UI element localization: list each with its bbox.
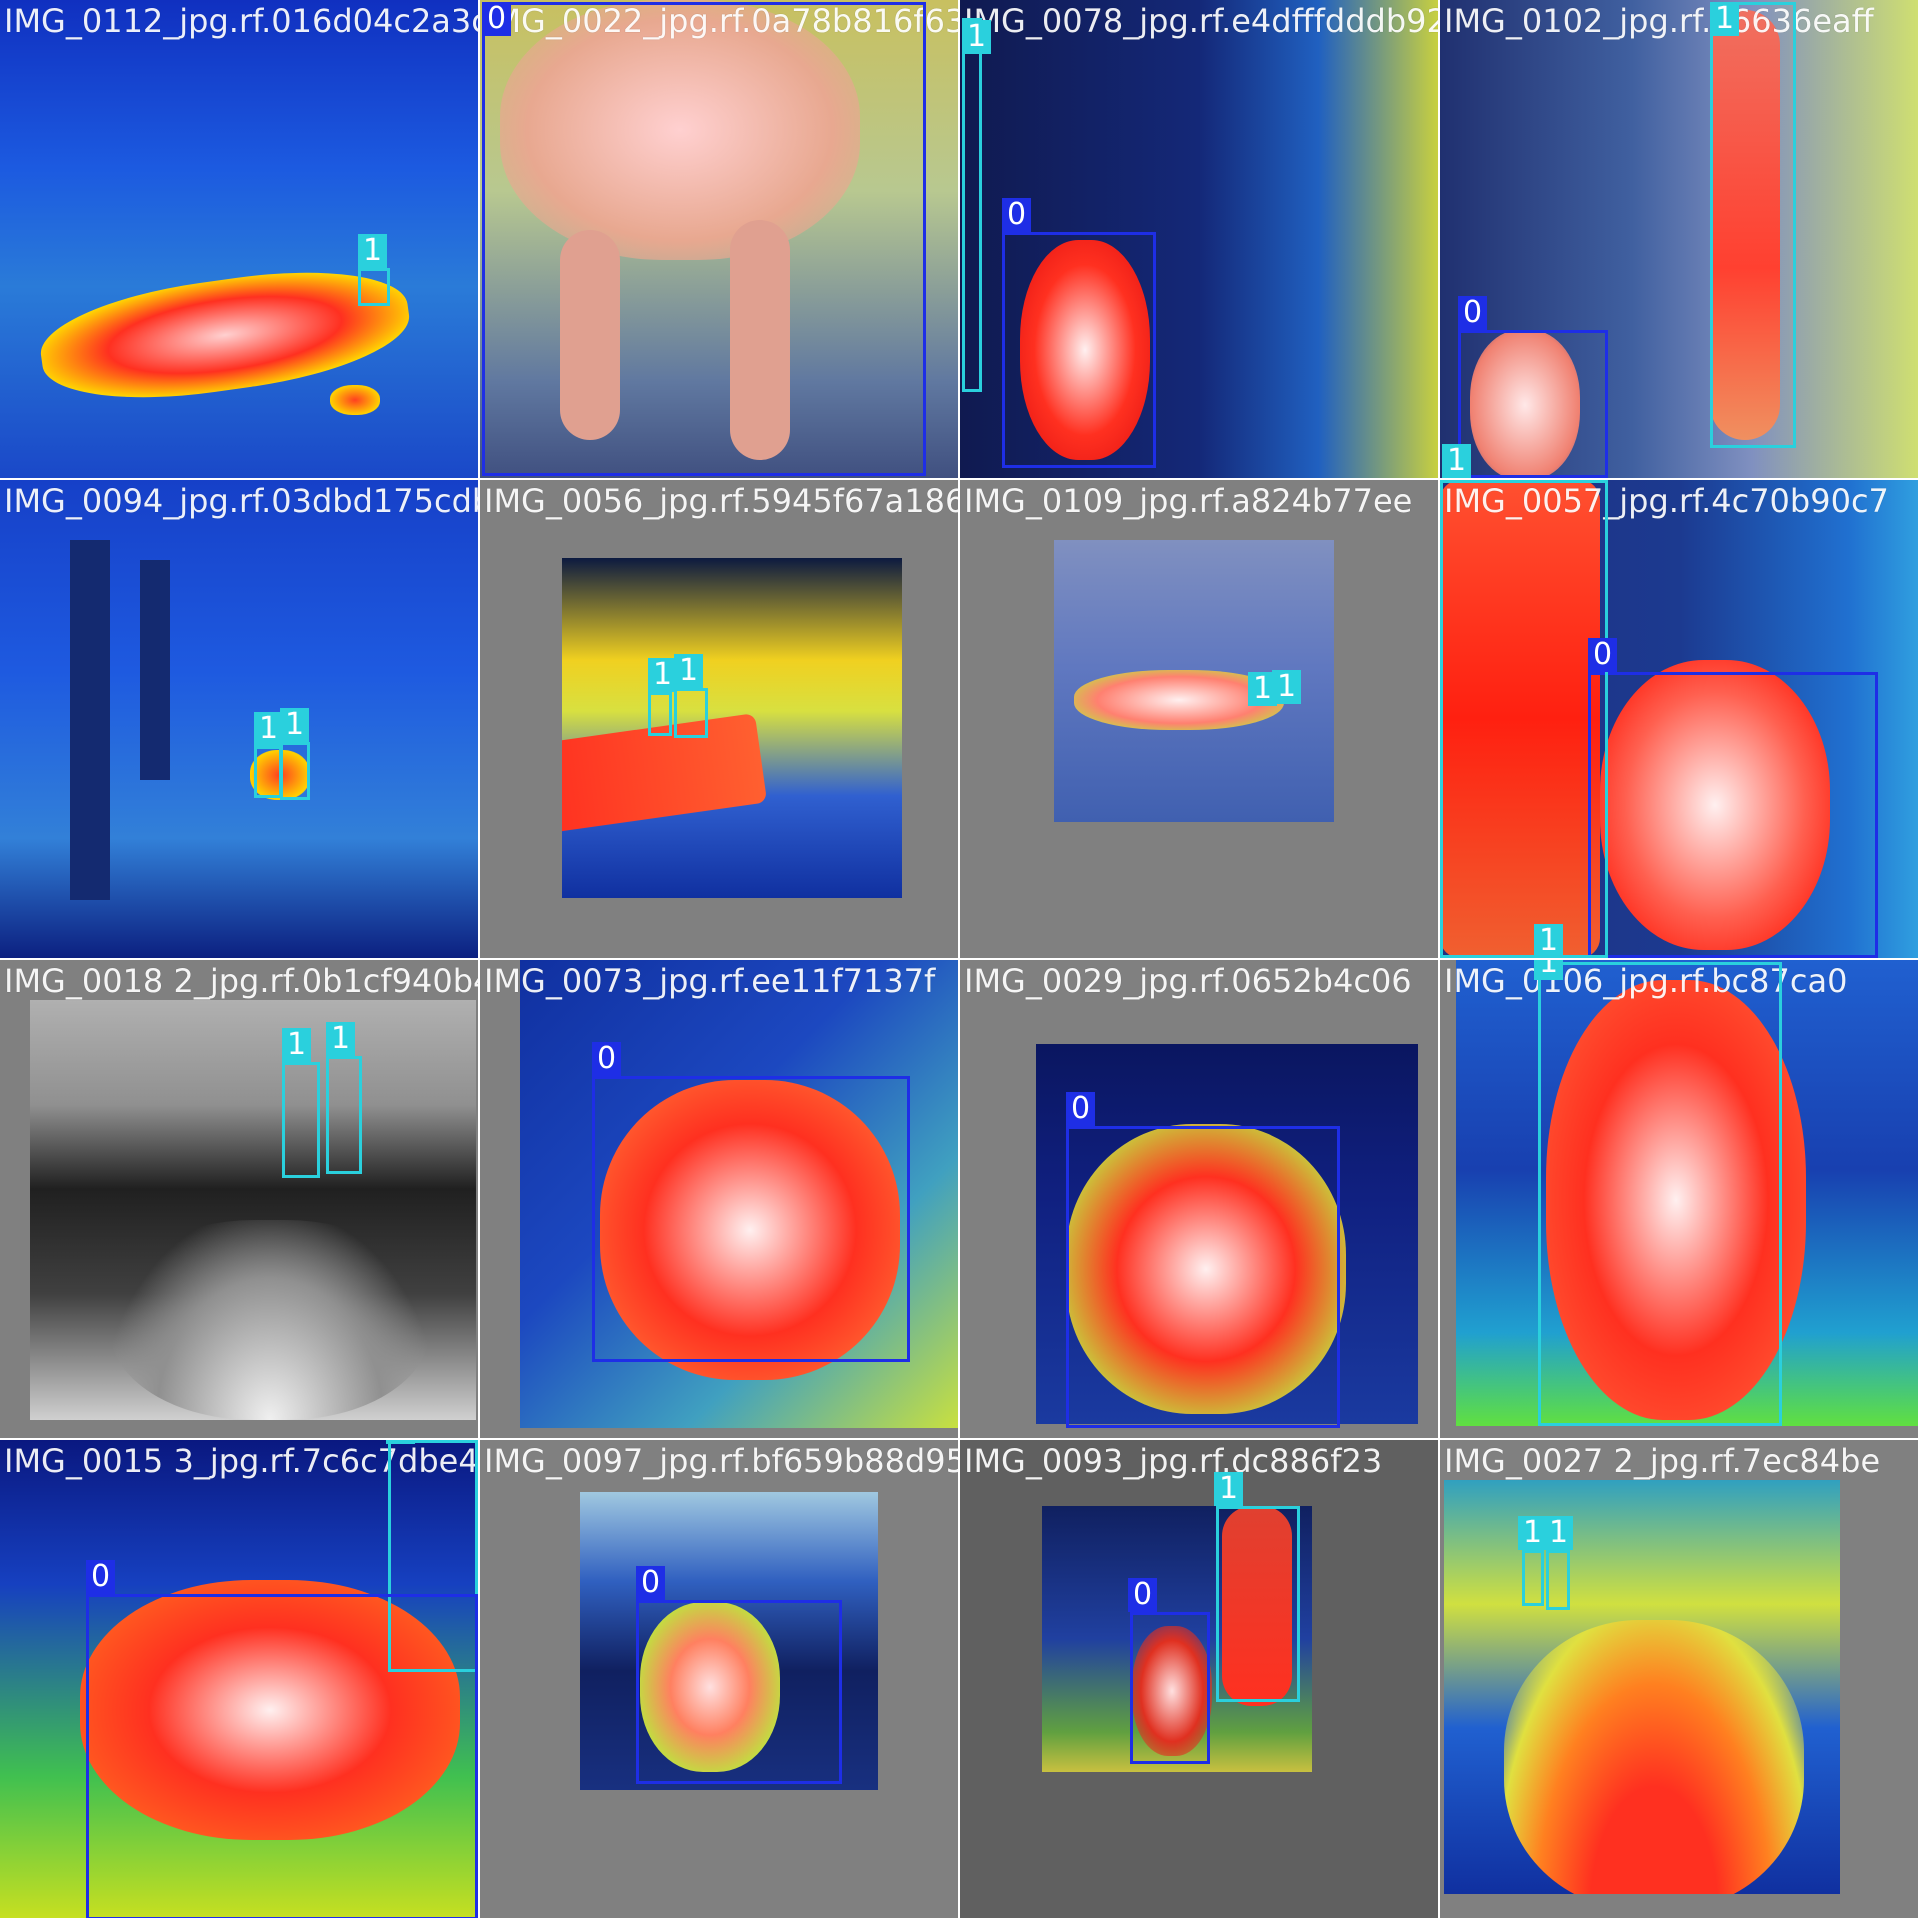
- thermal-image: [1440, 0, 1918, 478]
- image-filename: IMG_0029_jpg.rf.0652b4c06: [964, 962, 1412, 1000]
- tile-10: IMG_0073_jpg.rf.ee11f7137f 0: [480, 960, 958, 1438]
- tile-3: IMG_0078_jpg.rf.e4dfffdddb92d2e1028bd 1 …: [960, 0, 1438, 478]
- image-filename: IMG_0073_jpg.rf.ee11f7137f: [484, 962, 936, 1000]
- bbox-label: 1: [280, 708, 310, 742]
- thermal-image: [1456, 960, 1918, 1426]
- thermal-image: [1440, 480, 1918, 958]
- thermal-image: [0, 0, 478, 478]
- bbox-label: 0: [592, 1042, 622, 1076]
- bbox-person: [1538, 962, 1782, 1426]
- bbox-person: [674, 688, 708, 738]
- tile-14: IMG_0097_jpg.rf.bf659b88d95ad 0: [480, 1440, 958, 1918]
- bbox-label: 1: [386, 1440, 416, 1444]
- bbox-label: 1: [1272, 670, 1302, 704]
- bbox-label: 1: [1710, 2, 1740, 36]
- bbox-dog: [636, 1600, 842, 1784]
- bbox-label: 1: [254, 712, 284, 746]
- bbox-label: 1: [1544, 1516, 1574, 1550]
- bbox-label: 1: [282, 1028, 312, 1062]
- bbox-dog: [1588, 672, 1878, 958]
- tile-5: IMG_0094_jpg.rf.03dbd175cdbc53f0608dc594…: [0, 480, 478, 958]
- bbox-person: [1216, 1506, 1300, 1702]
- image-filename: IMG_0056_jpg.rf.5945f67a1867: [484, 482, 958, 520]
- bbox-dog: [482, 2, 926, 476]
- bbox-label: 0: [1458, 296, 1488, 330]
- bbox-person: [326, 1056, 362, 1174]
- image-filename: IMG_0057_jpg.rf.4c70b90c7: [1444, 482, 1889, 520]
- bbox-dog: [1002, 232, 1156, 468]
- bbox-dog: [592, 1076, 910, 1362]
- thermal-image: [1042, 1506, 1312, 1772]
- bbox-label: 1: [1534, 960, 1564, 980]
- tile-8: IMG_0057_jpg.rf.4c70b90c7 0 1: [1440, 480, 1918, 958]
- bbox-person: [358, 268, 390, 306]
- bbox-person: [962, 18, 982, 392]
- thermal-image: [0, 480, 478, 958]
- bbox-person: [1546, 1550, 1570, 1610]
- bbox-label: 1: [674, 654, 704, 688]
- bbox-dog: [86, 1594, 478, 1918]
- bbox-person: [1710, 2, 1796, 448]
- thermal-image: [960, 0, 1438, 478]
- bbox-person: [282, 1062, 320, 1178]
- bbox-person: [388, 1440, 478, 1672]
- bbox-label: 0: [1002, 198, 1032, 232]
- bbox-label: 0: [1588, 638, 1618, 672]
- thermal-image: [30, 1000, 476, 1420]
- bbox-label: 0: [636, 1566, 666, 1600]
- tile-1: IMG_0112_jpg.rf.016d04c2a3c60221a5f53d6a…: [0, 0, 478, 478]
- bbox-person: [648, 692, 672, 736]
- tile-12: IMG_0106_jpg.rf.bc87ca0 1: [1440, 960, 1918, 1438]
- bbox-label: 1: [1518, 1516, 1548, 1550]
- thermal-image: [580, 1492, 878, 1790]
- bbox-label: 1: [648, 658, 678, 692]
- thermal-image: [562, 558, 902, 898]
- image-filename: IMG_0112_jpg.rf.016d04c2a3c60221a5f53d6a…: [4, 2, 478, 40]
- thermal-image: [1036, 1044, 1418, 1424]
- thermal-image: [0, 1440, 478, 1918]
- bbox-label: 1: [1214, 1472, 1244, 1506]
- image-filename: IMG_0078_jpg.rf.e4dfffdddb92d2e1028bd: [964, 2, 1438, 40]
- tile-7: IMG_0109_jpg.rf.a824b77ee 1 1: [960, 480, 1438, 958]
- tile-4: IMG_0102_jpg.rf.e6636eaff 1 0 1: [1440, 0, 1918, 478]
- image-filename: IMG_0022_jpg.rf.0a78b816f63e4dfffdddb92d…: [484, 2, 958, 40]
- image-filename: IMG_0015 3_jpg.rf.7c6c7dbe402f1d495d83fa…: [4, 1442, 478, 1480]
- bbox-dog: [1066, 1126, 1340, 1428]
- bbox-person: [1440, 480, 1608, 958]
- bbox-label: 1: [326, 1022, 356, 1056]
- image-filename: IMG_0109_jpg.rf.a824b77ee: [964, 482, 1413, 520]
- image-filename: IMG_0018 2_jpg.rf.0b1cf940b4c2f6751f8: [4, 962, 478, 1000]
- tile-15: IMG_0093_jpg.rf.dc886f23 1 0: [960, 1440, 1438, 1918]
- bbox-label: 0: [1128, 1578, 1158, 1612]
- bbox-person: [254, 746, 282, 798]
- bbox-person: [280, 742, 310, 800]
- bbox-label: 0: [1066, 1092, 1096, 1126]
- image-filename: IMG_0094_jpg.rf.03dbd175cdbc53f0608dc594…: [4, 482, 478, 520]
- bbox-label: 0: [482, 2, 512, 36]
- tile-13: IMG_0015 3_jpg.rf.7c6c7dbe402f1d495d83fa…: [0, 1440, 478, 1918]
- tile-6: IMG_0056_jpg.rf.5945f67a1867 1 1: [480, 480, 958, 958]
- tile-2: IMG_0022_jpg.rf.0a78b816f63e4dfffdddb92d…: [480, 0, 958, 478]
- bbox-dog: [1130, 1612, 1210, 1764]
- image-filename: IMG_0027 2_jpg.rf.7ec84be: [1444, 1442, 1881, 1480]
- bbox-label: 1: [962, 20, 992, 54]
- bbox-label: 1: [1442, 444, 1472, 478]
- thermal-image: [1444, 1480, 1840, 1894]
- tile-11: IMG_0029_jpg.rf.0652b4c06 0: [960, 960, 1438, 1438]
- bbox-label: 1: [1534, 924, 1564, 958]
- image-filename: IMG_0093_jpg.rf.dc886f23: [964, 1442, 1383, 1480]
- bbox-dog: [1458, 330, 1608, 478]
- bbox-label: 0: [86, 1560, 116, 1594]
- bbox-person: [1522, 1550, 1544, 1606]
- image-filename: IMG_0097_jpg.rf.bf659b88d95ad: [484, 1442, 958, 1480]
- bbox-label: 1: [358, 234, 388, 268]
- tile-16: IMG_0027 2_jpg.rf.7ec84be 1 1: [1440, 1440, 1918, 1918]
- tile-9: IMG_0018 2_jpg.rf.0b1cf940b4c2f6751f8 1 …: [0, 960, 478, 1438]
- image-filename: IMG_0102_jpg.rf.e6636eaff: [1444, 2, 1874, 40]
- thermal-image: [480, 0, 958, 478]
